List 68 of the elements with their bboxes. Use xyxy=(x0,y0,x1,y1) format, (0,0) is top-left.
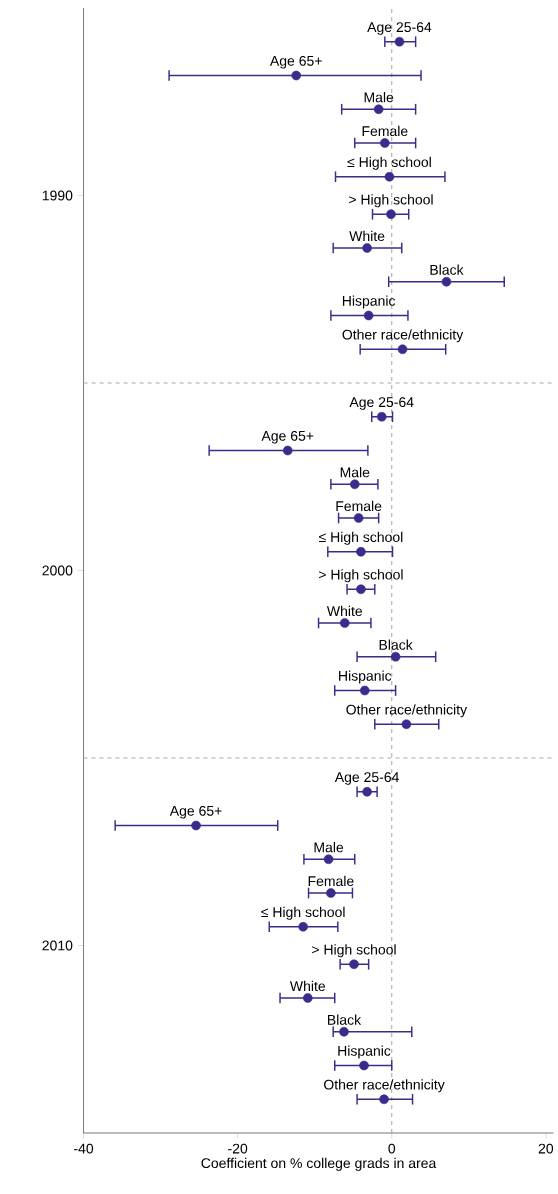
annotation: Other race/ethnicity xyxy=(346,704,467,718)
point xyxy=(373,104,384,115)
annotation: ≤ High school xyxy=(318,531,403,545)
annotation: Age 25-64 xyxy=(334,772,399,785)
point xyxy=(353,513,364,523)
annotation: > High school xyxy=(311,944,396,958)
annotation: Black xyxy=(430,264,464,275)
y-tick-label: 2010 xyxy=(42,940,73,951)
annotation: Hispanic xyxy=(338,670,392,684)
annotation: Age 65+ xyxy=(169,805,222,819)
point xyxy=(302,993,313,1003)
x-tick-label: 0 xyxy=(388,1143,395,1154)
annotation: > High school xyxy=(348,194,433,208)
point xyxy=(339,1026,349,1037)
annotation: Hispanic xyxy=(342,295,395,309)
point xyxy=(386,209,396,220)
point xyxy=(376,411,387,422)
point xyxy=(390,651,401,662)
annotation: Male xyxy=(364,92,394,103)
point xyxy=(291,70,301,81)
point xyxy=(363,310,374,321)
point xyxy=(362,786,372,797)
annotation: Female xyxy=(362,125,408,137)
annotation: ≤ High school xyxy=(261,906,345,920)
annotation: Other race/ethnicity xyxy=(342,329,464,343)
point xyxy=(355,584,366,595)
annotation: Male xyxy=(340,467,370,478)
point xyxy=(355,546,366,557)
point xyxy=(191,820,201,831)
point xyxy=(349,479,360,490)
point xyxy=(379,138,390,148)
annotation: Female xyxy=(336,500,382,512)
annotation: Age 65+ xyxy=(269,55,322,69)
annotation: Age 25-64 xyxy=(367,22,432,35)
point xyxy=(282,445,293,456)
annotation: > High school xyxy=(318,569,403,583)
point xyxy=(397,344,408,355)
annotation: Age 25-64 xyxy=(349,397,414,410)
point xyxy=(298,921,308,932)
point xyxy=(379,1094,389,1105)
annotation: Male xyxy=(314,842,343,853)
annotation: Other race/ethnicity xyxy=(323,1079,445,1093)
point xyxy=(362,243,372,253)
x-tick-label: -40 xyxy=(73,1143,93,1154)
point xyxy=(359,685,370,696)
point xyxy=(359,1060,369,1071)
annotation: Black xyxy=(379,639,413,650)
annotation: White xyxy=(289,980,325,992)
point xyxy=(323,854,334,865)
point xyxy=(394,36,405,47)
x-axis-title: Coefficient on % college grads in area xyxy=(201,1157,437,1171)
point xyxy=(441,276,452,287)
point xyxy=(401,719,412,730)
point xyxy=(384,171,395,182)
x-tick-label: 20 xyxy=(538,1143,553,1154)
annotation: ≤ High school xyxy=(347,156,431,170)
annotation: White xyxy=(326,605,362,617)
annotation: Female xyxy=(308,875,354,887)
y-tick-label: 1990 xyxy=(42,190,73,201)
annotation: Black xyxy=(327,1014,361,1025)
x-tick-label: -20 xyxy=(228,1143,248,1154)
point xyxy=(349,959,359,970)
annotation: White xyxy=(349,230,385,242)
y-tick-label: 2000 xyxy=(42,565,73,576)
point xyxy=(325,888,336,898)
annotation: Age 65+ xyxy=(261,430,314,444)
annotation: Hispanic xyxy=(338,1045,391,1059)
point xyxy=(339,618,350,628)
